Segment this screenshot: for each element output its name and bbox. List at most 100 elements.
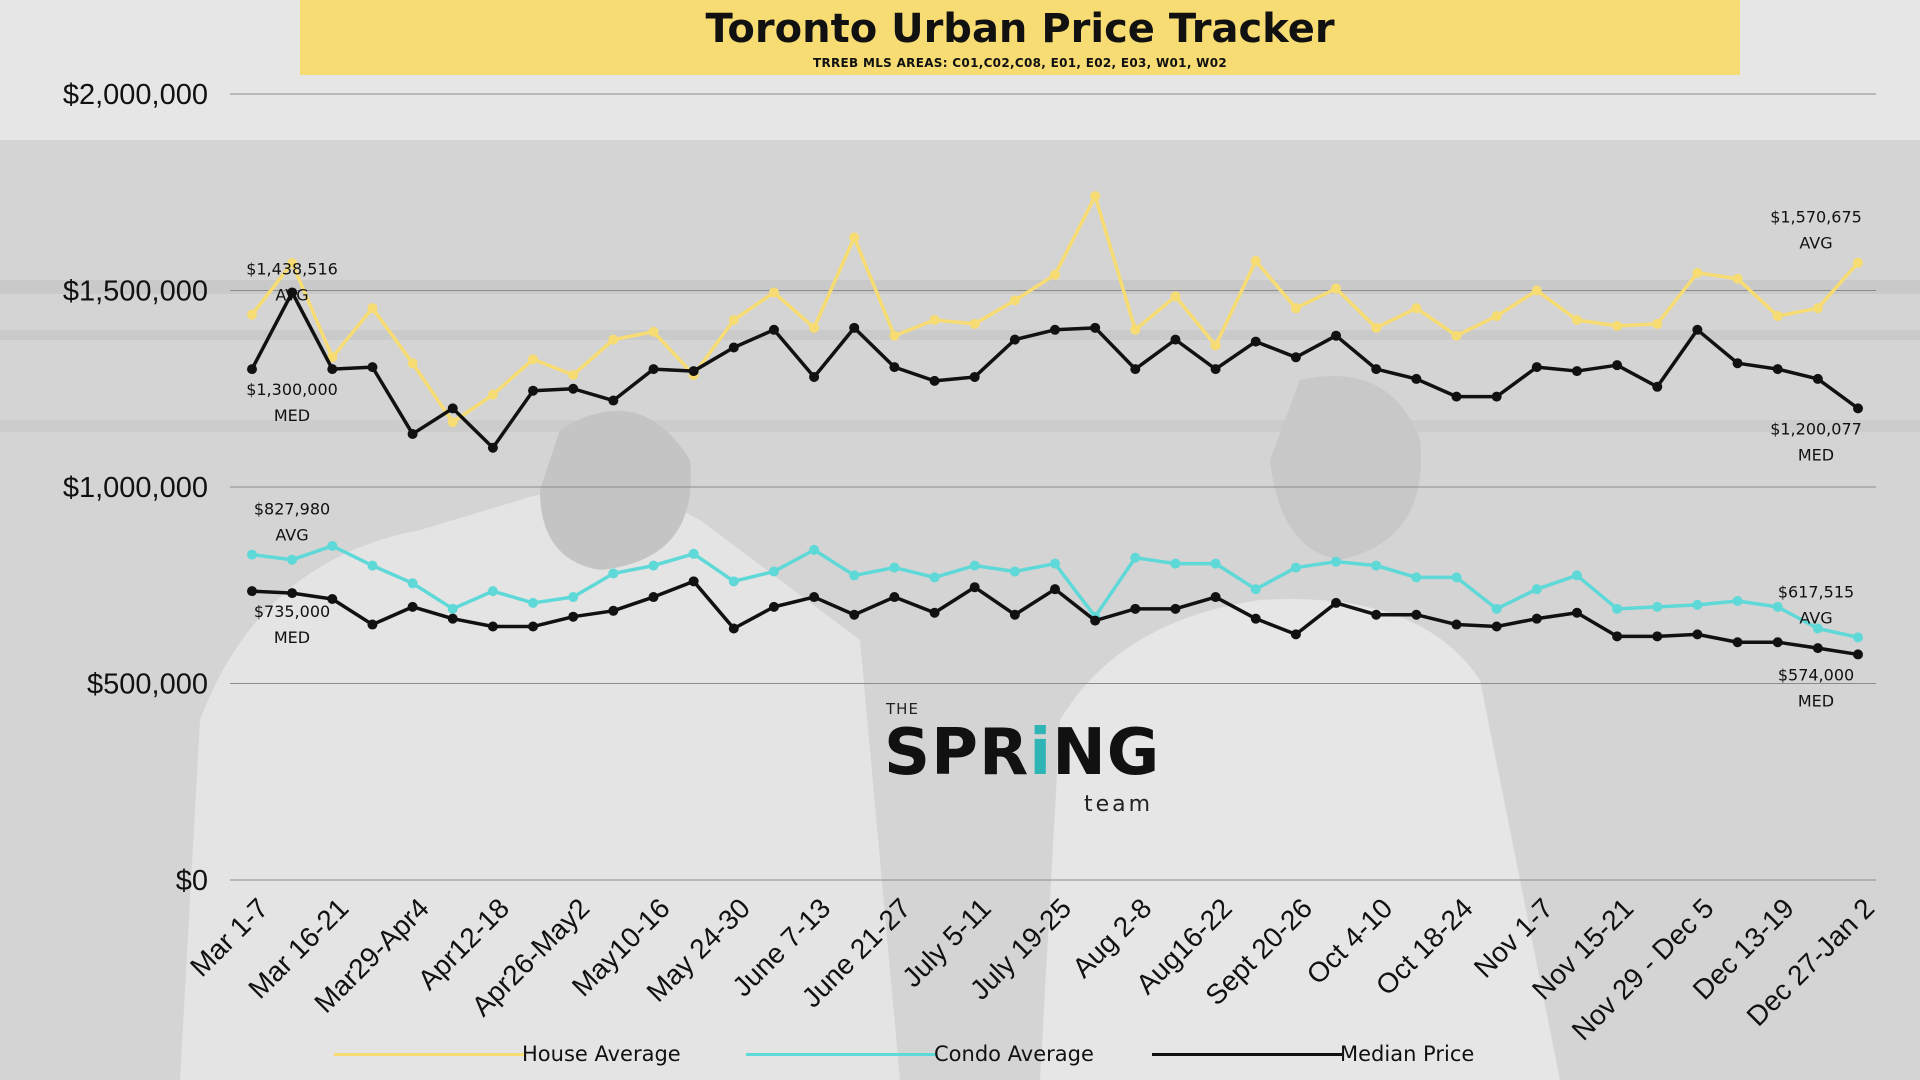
data-point [247, 586, 257, 597]
data-point [1732, 273, 1743, 284]
data-point [1009, 566, 1020, 577]
y-tick-label: $500,000 [87, 669, 208, 701]
data-point [1130, 603, 1141, 614]
data-point [327, 594, 338, 605]
data-point [1371, 609, 1382, 620]
data-point [1652, 631, 1663, 642]
data-point [1451, 330, 1462, 341]
data-point [247, 364, 257, 375]
data-point [1853, 257, 1863, 268]
data-point [568, 592, 579, 603]
data-point [1009, 609, 1020, 620]
data-point [1812, 643, 1823, 654]
data-point [1331, 283, 1342, 294]
data-point [447, 603, 458, 614]
data-point [849, 609, 860, 620]
data-point [1451, 619, 1462, 630]
data-point [849, 322, 860, 333]
data-point [1050, 558, 1060, 569]
data-point [648, 326, 659, 337]
data-point [1571, 314, 1582, 325]
y-axis-ticks: $0 $500,000 $1,000,000 $1,500,000 $2,000,000 [63, 79, 208, 897]
data-point [247, 549, 257, 560]
spring-team-logo: THE SPRiNG team [884, 700, 1164, 820]
data-point [768, 566, 779, 577]
data-point [1812, 623, 1823, 634]
data-point [1812, 373, 1823, 384]
data-point [1732, 595, 1743, 606]
data-point [688, 576, 699, 587]
data-point [728, 342, 739, 353]
data-point [1692, 599, 1703, 610]
data-point [1290, 629, 1301, 640]
data-point [287, 588, 298, 599]
data-point [969, 560, 980, 571]
annotation-label: MED [274, 628, 310, 647]
data-point [1612, 360, 1623, 371]
data-point [648, 364, 659, 375]
data-point [1250, 256, 1261, 267]
data-point [889, 330, 900, 341]
data-point [889, 362, 900, 373]
data-point [287, 257, 298, 268]
data-point [1772, 601, 1783, 612]
data-point [929, 572, 940, 583]
data-point [447, 613, 458, 624]
legend-swatch [746, 1053, 936, 1056]
data-point [608, 395, 619, 406]
data-point [327, 352, 338, 363]
annotation-value: $1,438,516 [246, 260, 338, 279]
data-point [1491, 603, 1502, 614]
data-point [487, 621, 498, 632]
data-point [1290, 303, 1301, 314]
legend-label: Condo Average [934, 1042, 1094, 1066]
series-lines [247, 191, 1863, 660]
data-point [1772, 364, 1783, 375]
data-point [1090, 191, 1101, 202]
annotation-value: $1,570,675 [1770, 208, 1862, 227]
data-point [1290, 562, 1301, 573]
data-point [407, 358, 418, 369]
data-point [487, 586, 498, 597]
data-point [728, 576, 739, 587]
data-point [1210, 364, 1221, 375]
x-tick-label: Nov 29 - Dec 5 [1566, 892, 1720, 1046]
data-point [1652, 601, 1663, 612]
data-point [1812, 303, 1823, 314]
legend-label: Median Price [1340, 1042, 1475, 1066]
data-point [1170, 603, 1181, 614]
data-point [809, 544, 820, 555]
data-point [528, 385, 539, 396]
data-point [889, 562, 900, 573]
legend-swatch [334, 1053, 524, 1056]
data-point [1090, 322, 1101, 333]
data-point [1531, 613, 1542, 624]
y-tick-label: $2,000,000 [63, 79, 208, 111]
data-point [487, 389, 498, 400]
annotation-label: MED [1798, 445, 1834, 464]
data-point [528, 354, 539, 365]
annotation-value: $827,980 [254, 500, 330, 519]
annotation-value: $1,200,077 [1770, 419, 1862, 438]
data-point [407, 578, 418, 589]
data-point [648, 592, 659, 603]
endpoint-annotations: $1,438,516 AVG $1,570,675 AVG $1,300,000 MED $… [246, 208, 1862, 711]
data-point [1411, 572, 1422, 583]
data-point [1170, 291, 1181, 302]
data-point [1652, 318, 1663, 329]
y-tick-label: $1,000,000 [63, 472, 208, 504]
data-point [1612, 603, 1623, 614]
series-median-price [247, 287, 1863, 453]
data-point [969, 582, 980, 593]
data-point [969, 371, 980, 382]
data-point [849, 570, 860, 581]
annotation-label: AVG [275, 286, 308, 305]
data-point [1491, 391, 1502, 402]
data-point [1571, 366, 1582, 377]
data-point [1692, 324, 1703, 335]
data-point [1371, 322, 1382, 333]
data-point [1571, 570, 1582, 581]
data-point [1612, 320, 1623, 331]
data-point [1411, 373, 1422, 384]
